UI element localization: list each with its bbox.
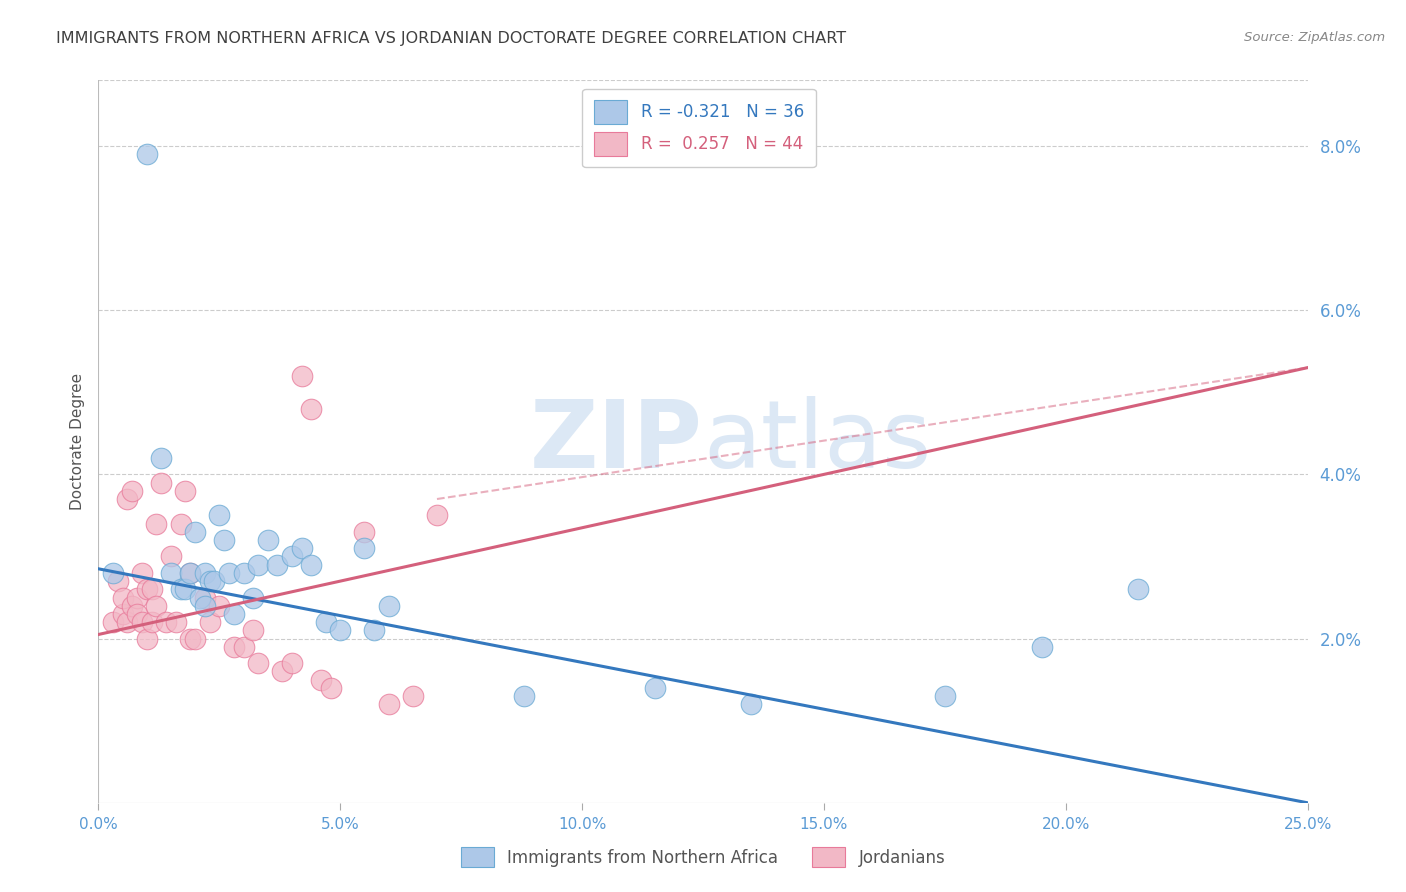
Point (290, 368, 312, 383)
Point (319, 681, 342, 695)
Point (266, 558, 288, 572)
Point (160, 566, 183, 580)
Point (212, 533, 235, 547)
Point (101, 566, 124, 580)
Point (127, 591, 149, 605)
Point (426, 508, 449, 523)
Point (329, 624, 352, 638)
Text: IMMIGRANTS FROM NORTHERN AFRICA VS JORDANIAN DOCTORATE DEGREE CORRELATION CHART: IMMIGRANTS FROM NORTHERN AFRICA VS JORDA… (56, 31, 846, 46)
Point (145, 516, 167, 531)
Point (222, 607, 245, 621)
Point (402, 689, 425, 703)
Point (127, 607, 149, 621)
Point (174, 582, 197, 597)
Point (1031, 640, 1053, 654)
Point (247, 657, 270, 671)
Point (179, 632, 201, 646)
Point (290, 541, 312, 556)
Point (242, 591, 264, 605)
Point (135, 147, 157, 161)
Point (363, 624, 385, 638)
Point (188, 591, 211, 605)
Point (135, 632, 157, 646)
Point (198, 615, 221, 630)
Point (377, 599, 399, 613)
Point (107, 574, 129, 588)
Point (315, 615, 337, 630)
Point (117, 491, 139, 506)
Point (121, 599, 143, 613)
Point (281, 657, 304, 671)
Point (155, 615, 177, 630)
Point (271, 665, 294, 679)
Point (208, 599, 231, 613)
Point (204, 574, 226, 588)
Point (232, 566, 254, 580)
Point (1128, 582, 1150, 597)
Point (232, 640, 254, 654)
Point (101, 615, 124, 630)
Point (281, 549, 304, 564)
Point (150, 450, 173, 465)
Point (256, 533, 278, 547)
Point (184, 524, 207, 539)
Point (160, 549, 183, 564)
Point (218, 566, 240, 580)
Point (194, 591, 217, 605)
Point (377, 698, 399, 712)
Point (247, 558, 270, 572)
Text: Source: ZipAtlas.com: Source: ZipAtlas.com (1244, 31, 1385, 45)
Point (169, 516, 191, 531)
Y-axis label: Doctorate Degree: Doctorate Degree (69, 373, 84, 510)
Point (135, 582, 157, 597)
Point (141, 582, 163, 597)
Point (242, 624, 264, 638)
Point (141, 615, 163, 630)
Point (184, 632, 207, 646)
Point (299, 558, 322, 572)
Text: ZIP: ZIP (530, 395, 703, 488)
Point (111, 607, 134, 621)
Text: atlas: atlas (703, 395, 931, 488)
Point (513, 689, 536, 703)
Point (169, 582, 191, 597)
Point (208, 508, 231, 523)
Point (198, 574, 221, 588)
Point (309, 673, 332, 687)
Point (194, 566, 217, 580)
Point (121, 483, 143, 498)
Point (299, 401, 322, 416)
Point (179, 566, 201, 580)
Point (179, 566, 201, 580)
Point (353, 541, 375, 556)
Point (165, 615, 187, 630)
Point (111, 591, 134, 605)
Point (194, 599, 217, 613)
Point (222, 640, 245, 654)
Point (150, 475, 173, 490)
Point (117, 615, 139, 630)
Point (644, 681, 666, 695)
Legend: Immigrants from Northern Africa, Jordanians: Immigrants from Northern Africa, Jordani… (454, 840, 952, 874)
Point (740, 698, 762, 712)
Point (353, 524, 375, 539)
Point (934, 689, 956, 703)
Point (145, 599, 167, 613)
Point (131, 615, 153, 630)
Point (174, 483, 197, 498)
Point (131, 566, 153, 580)
